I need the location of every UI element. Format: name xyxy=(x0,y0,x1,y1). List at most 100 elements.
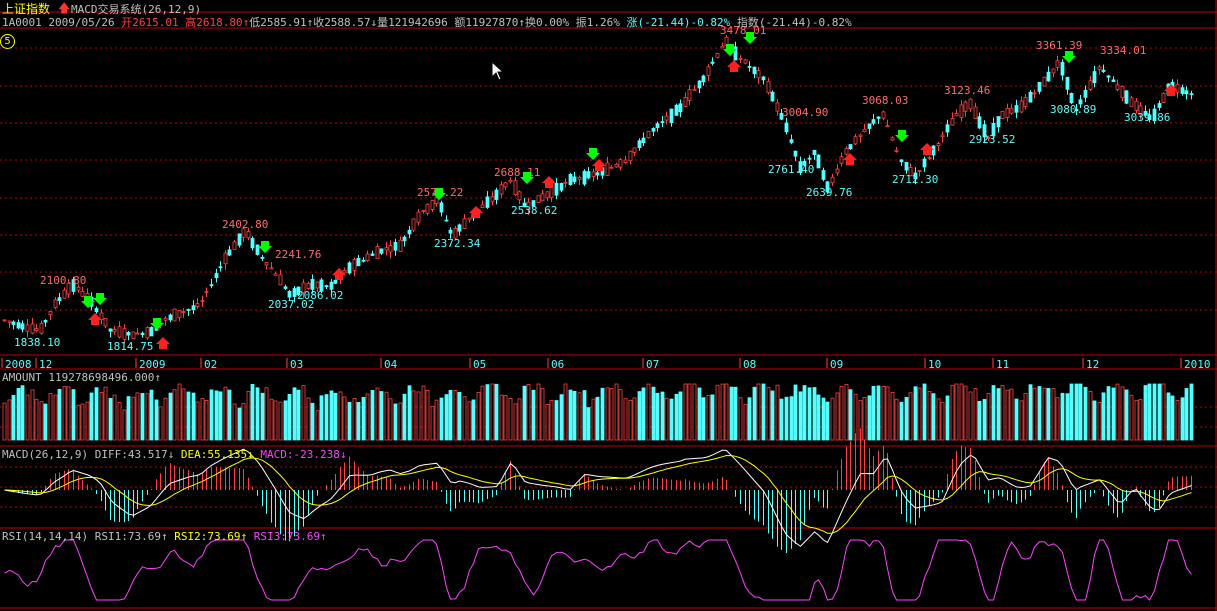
period-badge[interactable]: 5 xyxy=(0,34,15,49)
price-label: 2372.34 xyxy=(434,237,481,250)
amount-bar xyxy=(715,384,720,441)
candle-body xyxy=(881,111,886,119)
sell-signal-arrow-icon xyxy=(520,172,534,184)
candle-body xyxy=(950,118,955,126)
candle-body xyxy=(1115,84,1120,90)
candle-body xyxy=(11,321,16,325)
candle-body xyxy=(264,262,269,266)
up-arrow-icon: ↑ xyxy=(160,530,168,543)
amount-bar xyxy=(85,401,90,441)
amount-bar xyxy=(1170,395,1175,441)
candle-body xyxy=(1023,96,1028,107)
amount-bar xyxy=(154,399,159,441)
amount-bar xyxy=(586,407,591,441)
amount-bar xyxy=(986,393,991,441)
amount-bar xyxy=(306,397,311,441)
amount-bar xyxy=(1088,391,1093,441)
candle-body xyxy=(986,136,991,139)
buy-signal-arrow-icon xyxy=(469,206,483,218)
index-change-value: (-21.44)-0.82% xyxy=(758,16,852,29)
candle-body xyxy=(554,182,559,196)
candle-body xyxy=(1161,93,1166,103)
amount-bar xyxy=(876,385,881,441)
amount-bar xyxy=(494,383,499,441)
amount-bar xyxy=(853,393,858,441)
amount-bar xyxy=(1065,393,1070,441)
candle-body xyxy=(296,286,301,296)
amount-bar xyxy=(692,383,697,441)
candle-body xyxy=(347,262,352,274)
candle-body xyxy=(172,308,177,322)
candle-body xyxy=(789,139,794,143)
amount-bar xyxy=(678,391,683,441)
amount-bar xyxy=(402,393,407,441)
candle-body xyxy=(16,322,21,329)
amount-bar xyxy=(108,398,113,441)
amount-bar xyxy=(761,383,766,441)
candle-body xyxy=(908,167,913,177)
trading-system-name[interactable]: MACD交易系统(26,12,9) xyxy=(71,3,202,16)
amount-bar xyxy=(126,396,131,441)
buy-signal-arrow-icon xyxy=(592,159,606,171)
amount-bar xyxy=(674,393,679,441)
amount-bar xyxy=(425,390,430,441)
candle-body xyxy=(57,297,62,301)
candle-body xyxy=(968,98,973,110)
amount-bar xyxy=(140,393,145,441)
axis-label: 10 xyxy=(928,358,941,371)
candle-body xyxy=(342,269,347,274)
price-label: 2761.40 xyxy=(768,163,814,176)
amount-bar xyxy=(779,398,784,441)
candle-body xyxy=(526,201,531,210)
price-label: 2712.30 xyxy=(892,173,938,186)
candle-body xyxy=(457,224,462,232)
candle-body xyxy=(605,162,610,176)
candle-body xyxy=(766,80,771,93)
candle-body xyxy=(1005,107,1010,118)
amount-bar xyxy=(430,405,435,441)
amount-bar xyxy=(890,392,895,441)
amount-bar xyxy=(1111,387,1116,441)
buy-signal-arrow-icon xyxy=(542,176,556,188)
candle-body xyxy=(301,282,306,294)
amount-bar xyxy=(1097,402,1102,441)
candle-body xyxy=(273,273,278,276)
candle-body xyxy=(618,159,623,168)
candle-body xyxy=(940,134,945,138)
candle-body xyxy=(545,191,550,199)
candle-body xyxy=(384,247,389,251)
candle-body xyxy=(103,318,108,327)
amount-bar xyxy=(490,383,495,441)
amount-bar xyxy=(1138,398,1143,441)
amount-bar xyxy=(1175,399,1180,441)
amount-bar xyxy=(1161,383,1166,441)
candle-body xyxy=(628,150,633,162)
candle-body xyxy=(568,173,573,185)
price-label: 3478.01 xyxy=(720,24,766,37)
index-title[interactable]: 上证指数 xyxy=(2,2,51,16)
amount-bar xyxy=(835,392,840,441)
amount-bar xyxy=(411,390,416,441)
amount-bar xyxy=(384,391,389,441)
candle-body xyxy=(503,182,508,188)
amount-bar xyxy=(342,396,347,441)
candle-body xyxy=(140,332,145,336)
amount-bar xyxy=(1069,383,1074,441)
amount-bar xyxy=(333,392,338,441)
amount-bar xyxy=(250,384,255,441)
amount-bar xyxy=(577,392,582,441)
up-arrow-icon: ↑ xyxy=(306,16,314,29)
candle-body xyxy=(370,253,375,256)
amount-bar xyxy=(255,387,260,441)
amount-bar xyxy=(1078,383,1083,441)
candle-body xyxy=(80,290,85,297)
amount-bar xyxy=(513,403,518,441)
candle-body xyxy=(1042,76,1047,87)
axis-label: 2010 xyxy=(1184,358,1211,371)
amount-bar xyxy=(522,385,527,441)
candle-body xyxy=(448,229,453,234)
quote-date: 2009/05/26 xyxy=(48,16,115,29)
amount-bar xyxy=(223,386,228,441)
amount-header: AMOUNT 119278698496.000↑ xyxy=(2,371,161,384)
